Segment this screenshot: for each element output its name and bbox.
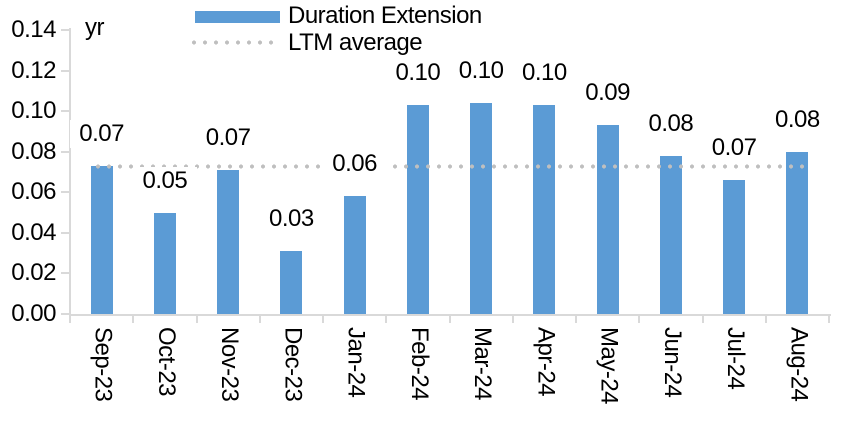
y-tick-mark [61,110,70,113]
data-label-Oct-23: 0.05 [132,166,197,195]
data-label-Feb-24: 0.10 [385,59,450,88]
y-tick-label: 0.08 [11,137,56,165]
x-category-label-Apr-24: Apr-24 [532,327,560,397]
x-tick-mark [385,314,388,323]
x-tick-mark [511,314,514,323]
x-category-label-Dec-23: Dec-23 [279,327,307,402]
x-category-label-Jan-24: Jan-24 [342,327,370,398]
x-category-label-Feb-24: Feb-24 [405,327,433,401]
y-tick-mark [61,29,70,31]
x-tick-mark [638,314,641,323]
y-tick-mark [61,150,70,153]
data-label-Jul-24: 0.07 [702,134,767,163]
x-tick-mark [448,314,451,323]
data-label-Sep-23: 0.07 [69,119,134,148]
x-tick-mark [575,314,577,323]
x-tick-mark [195,314,198,323]
data-label-Jan-24: 0.06 [322,150,387,179]
y-tick-mark [61,69,70,72]
legend-bar-swatch [195,11,280,23]
x-tick-mark [258,314,261,323]
bar-Jun-24 [659,155,682,314]
y-tick-label: 0.00 [11,300,56,327]
bar-Jan-24 [343,196,366,314]
y-tick-label: 0.04 [11,218,56,246]
bar-Aug-24 [786,151,809,314]
bar-Apr-24 [533,105,556,314]
data-label-Mar-24: 0.10 [449,57,514,86]
y-tick-mark [61,313,70,315]
data-label-Nov-23: 0.07 [196,123,261,152]
bar-Nov-23 [217,169,240,314]
legend-dotted-line-swatch [191,40,276,45]
bar-Oct-23 [153,212,176,314]
x-tick-mark [764,314,767,323]
x-category-label-Sep-23: Sep-23 [89,327,117,402]
x-category-label-Oct-23: Oct-23 [152,327,180,397]
bar-Dec-23 [280,251,303,314]
x-category-label-Nov-23: Nov-23 [216,327,244,402]
bar-Jul-24 [723,180,746,314]
y-axis-unit-label: yr [85,14,105,41]
y-tick-label: 0.14 [11,16,56,43]
y-tick-label: 0.06 [11,178,56,206]
legend-label-ltm-average: LTM average [288,29,423,56]
x-category-label-Jul-24: Jul-24 [722,327,750,390]
x-tick-mark [322,314,324,323]
x-tick-mark [828,314,830,323]
bar-May-24 [596,125,619,314]
bar-Mar-24 [470,103,493,314]
y-tick-mark [61,272,70,275]
data-label-May-24: 0.09 [575,79,640,108]
x-category-label-Jun-24: Jun-24 [658,327,686,398]
x-tick-mark [701,314,704,323]
x-category-label-Aug-24: Aug-24 [785,327,813,402]
data-label-Jun-24: 0.08 [638,109,703,138]
x-category-label-May-24: May-24 [595,327,623,405]
legend-label-duration-extension: Duration Extension [288,2,482,29]
y-tick-mark [61,191,70,194]
bar-Feb-24 [406,105,429,314]
bar-Sep-23 [90,165,113,314]
y-tick-mark [61,231,70,234]
data-label-Aug-24: 0.08 [765,105,830,134]
y-axis-line [69,28,71,316]
x-category-label-Mar-24: Mar-24 [469,327,497,401]
x-tick-mark [69,314,71,323]
data-label-Apr-24: 0.10 [512,59,577,88]
y-tick-label: 0.12 [11,56,56,84]
x-tick-mark [132,314,135,323]
ltm-average-line [94,163,805,169]
data-label-Dec-23: 0.03 [259,205,324,234]
y-tick-label: 0.10 [11,97,56,125]
y-tick-label: 0.02 [11,259,56,287]
